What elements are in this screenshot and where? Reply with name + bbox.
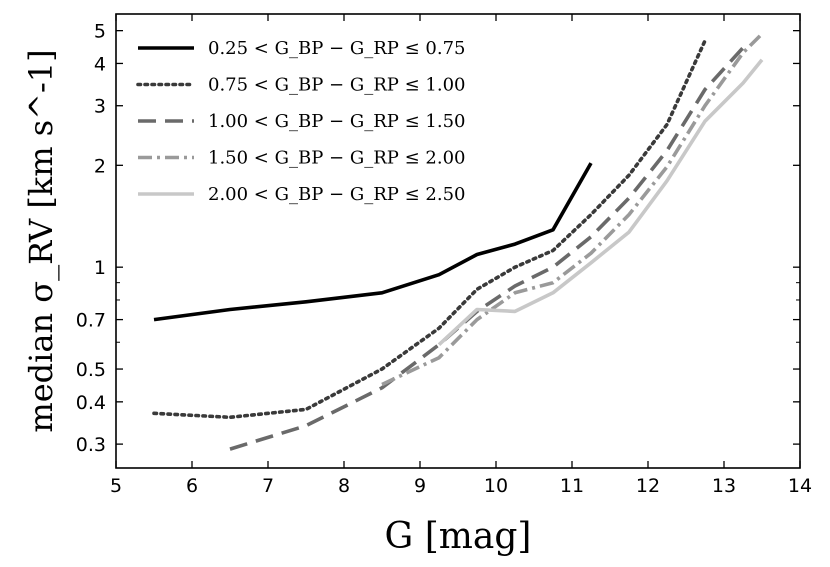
y-tick-label: 4 bbox=[94, 53, 106, 75]
plot-frame bbox=[115, 13, 801, 469]
y-tick-label: 3 bbox=[94, 96, 106, 118]
y-axis-title-text: median σ_RV [km s^-1] bbox=[22, 49, 60, 432]
legend-label-3: 1.00 < G_BP − G_RP ≤ 1.50 bbox=[208, 111, 466, 132]
x-tick-label: 8 bbox=[338, 475, 350, 497]
series-line-5 bbox=[437, 58, 764, 347]
y-tick-label: 0.7 bbox=[76, 310, 106, 332]
series-line-1 bbox=[153, 162, 593, 322]
legend-label-4: 1.50 < G_BP − G_RP ≤ 2.00 bbox=[208, 148, 466, 169]
legend-label-1: 0.25 < G_BP − G_RP ≤ 0.75 bbox=[208, 38, 466, 59]
y-tick-label: 2 bbox=[94, 155, 106, 177]
x-axis-title: G [mag] bbox=[385, 516, 532, 557]
y-tick-label: 1 bbox=[94, 257, 106, 279]
x-tick-label: 5 bbox=[110, 475, 122, 497]
y-axis-title: median σ_RV [km s^-1] bbox=[22, 49, 60, 432]
series-layer bbox=[152, 32, 764, 451]
y-tick-label: 0.3 bbox=[76, 434, 106, 456]
x-tick-label: 13 bbox=[712, 475, 736, 497]
x-tick-label: 12 bbox=[636, 475, 660, 497]
x-tick-label: 11 bbox=[560, 475, 584, 497]
x-tick-label: 6 bbox=[186, 475, 198, 497]
legend: 0.25 < G_BP − G_RP ≤ 0.75 0.75 < G_BP − G… bbox=[136, 38, 466, 205]
y-tick-label: 0.5 bbox=[76, 359, 106, 381]
legend-label-2: 0.75 < G_BP − G_RP ≤ 1.00 bbox=[208, 75, 466, 96]
x-axis-title-text: G [mag] bbox=[385, 516, 532, 557]
x-tick-label: 14 bbox=[788, 475, 812, 497]
y-tick-label: 5 bbox=[94, 21, 106, 43]
y-tick-label: 0.4 bbox=[76, 392, 106, 414]
x-tick-label: 10 bbox=[484, 475, 508, 497]
x-tick-label: 7 bbox=[262, 475, 274, 497]
series-line-3 bbox=[229, 46, 745, 451]
x-tick-label: 9 bbox=[414, 475, 426, 497]
legend-label-5: 2.00 < G_BP − G_RP ≤ 2.50 bbox=[208, 184, 466, 205]
series-line-2 bbox=[152, 38, 707, 420]
series-line-4 bbox=[381, 32, 764, 387]
